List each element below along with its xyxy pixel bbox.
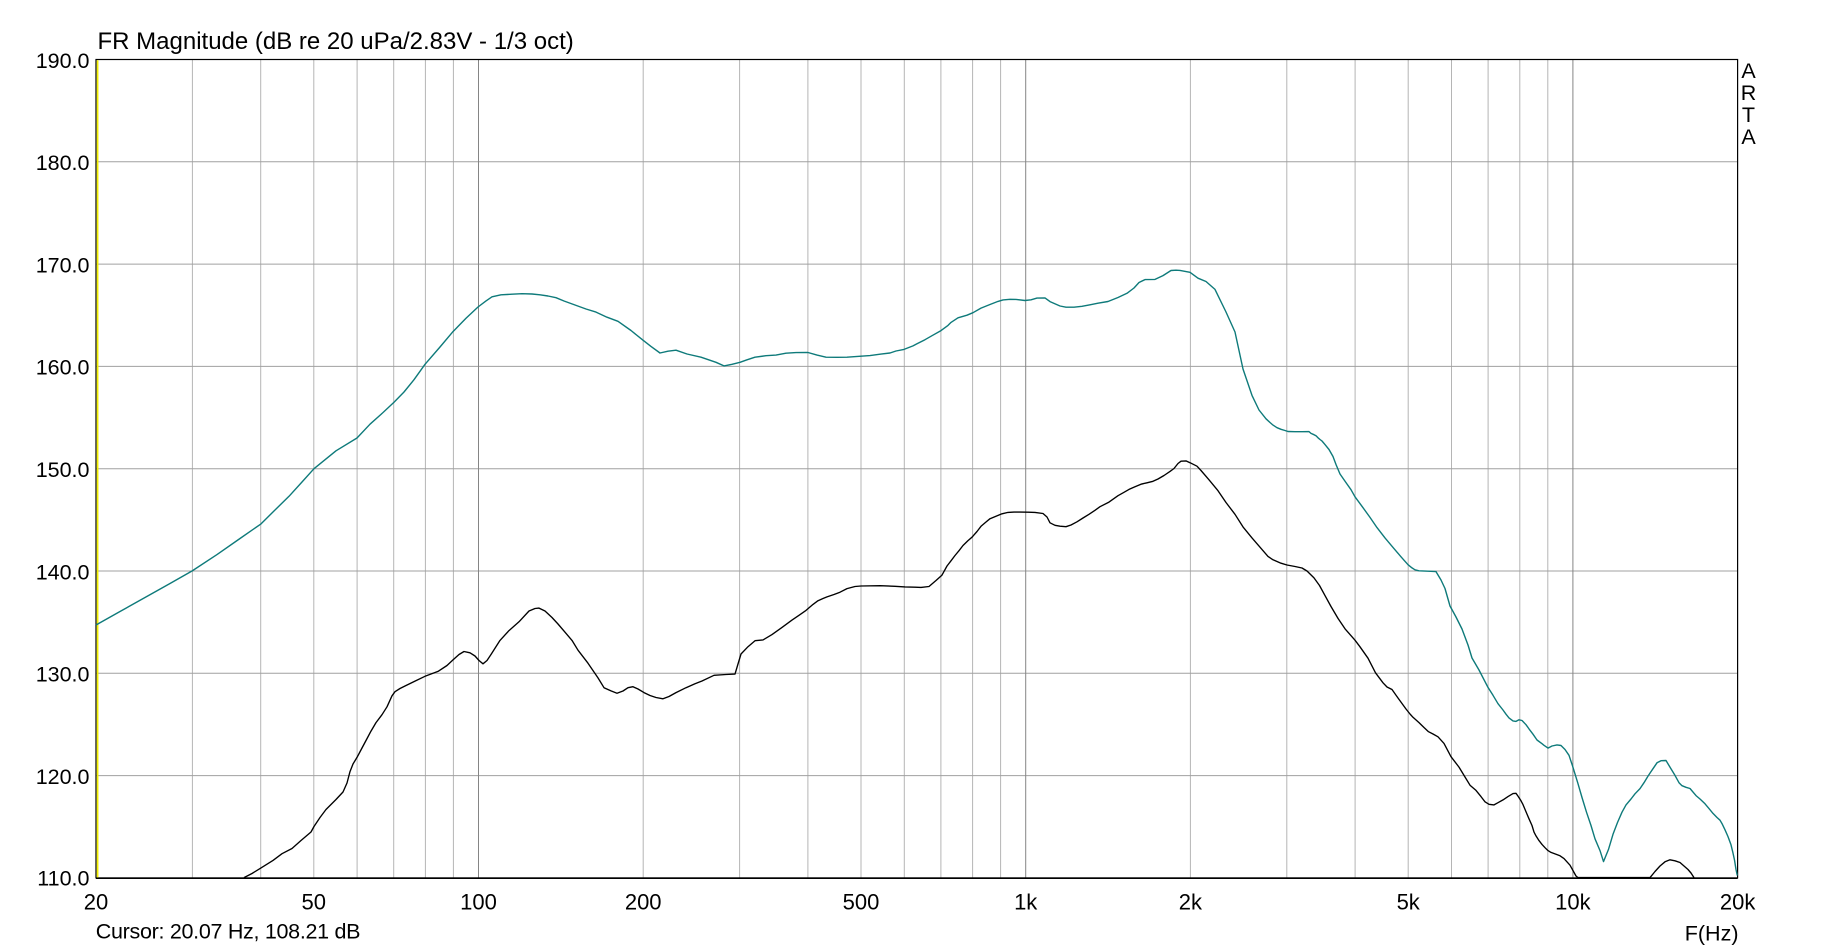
svg-text:180.0: 180.0 [36,151,90,175]
svg-text:140.0: 140.0 [36,560,90,584]
svg-text:20k: 20k [1720,890,1756,915]
svg-text:170.0: 170.0 [36,253,90,277]
svg-text:A: A [1741,59,1756,83]
svg-text:150.0: 150.0 [36,458,90,482]
svg-text:200: 200 [625,890,662,915]
svg-text:Cursor: 20.07 Hz, 108.21 dB: Cursor: 20.07 Hz, 108.21 dB [96,920,360,944]
svg-text:50: 50 [302,890,326,915]
svg-text:110.0: 110.0 [37,866,89,890]
svg-text:FR Magnitude (dB re 20 uPa/2.8: FR Magnitude (dB re 20 uPa/2.83V - 1/3 o… [98,28,574,55]
svg-text:190.0: 190.0 [36,49,90,73]
svg-text:R: R [1741,81,1757,105]
svg-text:100: 100 [460,890,497,915]
svg-text:10k: 10k [1555,890,1591,915]
svg-text:F(Hz): F(Hz) [1685,922,1739,946]
svg-text:A: A [1741,125,1756,149]
svg-text:160.0: 160.0 [36,356,90,380]
svg-text:20: 20 [84,890,108,915]
svg-text:5k: 5k [1397,890,1421,915]
svg-text:1k: 1k [1014,890,1038,915]
svg-text:2k: 2k [1179,890,1203,915]
svg-text:500: 500 [843,890,880,915]
svg-text:130.0: 130.0 [36,663,90,687]
svg-text:T: T [1742,103,1755,127]
svg-text:120.0: 120.0 [36,765,90,789]
